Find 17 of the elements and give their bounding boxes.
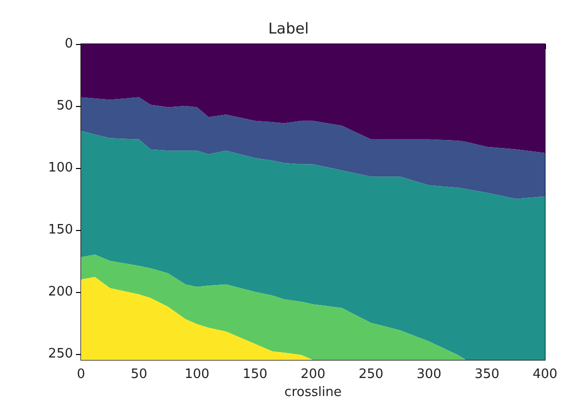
y-tick-label: 250 [48,346,73,362]
x-tick-label: 300 [416,367,442,382]
x-tick-label: 250 [358,367,384,382]
x-tick-label: 400 [532,367,558,382]
y-tick-label: 100 [48,160,73,176]
x-tick-label: 350 [474,367,500,382]
x-tick-label: 0 [76,367,86,382]
chart-title: Label [268,20,309,38]
x-axis-title: crossline [284,385,342,400]
y-tick-label: 50 [56,98,73,114]
x-tick-label: 150 [242,367,268,382]
x-tick-label: 100 [184,367,210,382]
y-tick-label: 200 [48,284,73,300]
y-tick-label: 150 [48,222,73,238]
x-tick-label: 200 [300,367,326,382]
y-tick-label: 0 [64,36,73,52]
x-tick-label: 50 [130,367,148,382]
